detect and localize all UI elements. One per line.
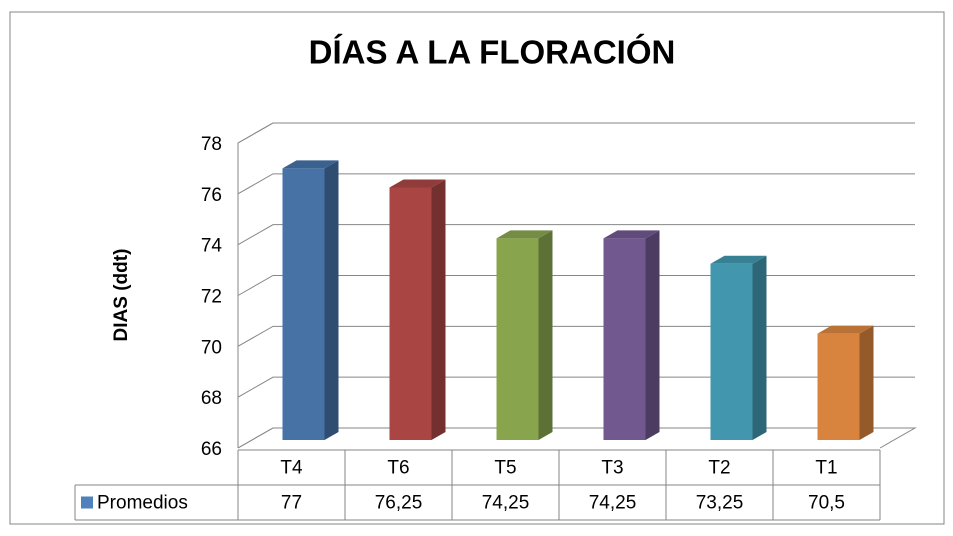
grid-line: [237, 275, 915, 296]
bar-top: [282, 160, 339, 169]
grid-line: [237, 427, 915, 449]
bar-top: [496, 230, 553, 239]
value-label: 76,25: [375, 493, 423, 514]
legend-key: [81, 496, 93, 509]
legend-label: Promedios: [97, 493, 188, 514]
value-label: 74,25: [589, 493, 637, 514]
y-tick-label: 78: [201, 134, 222, 155]
bar: [496, 238, 539, 440]
x-tick-label: T4: [280, 458, 303, 479]
bar: [603, 238, 646, 440]
y-tick-label: 74: [201, 236, 223, 257]
y-tick-label: 72: [201, 287, 222, 308]
value-label: 77: [281, 493, 302, 514]
bar: [817, 333, 860, 440]
chart-title: DÍAS A LA FLORACIÓN: [309, 34, 676, 71]
x-tick-label: T3: [601, 458, 623, 479]
y-tick-label: 66: [201, 439, 222, 460]
bar: [282, 168, 325, 440]
x-tick-label: T6: [387, 458, 409, 479]
grid-line: [237, 122, 915, 144]
y-tick-label: 70: [201, 337, 222, 358]
value-label: 70,5: [808, 493, 845, 514]
y-tick-label: 68: [201, 388, 222, 409]
bar-side: [431, 179, 446, 440]
bar-top: [603, 230, 660, 239]
y-axis-title: DIAS (ddt): [111, 249, 132, 342]
grid-line: [237, 325, 915, 347]
value-label: 74,25: [482, 493, 530, 514]
bar-side: [752, 255, 767, 440]
grid-line: [237, 173, 915, 195]
x-tick-label: T2: [708, 458, 730, 479]
bar-side: [324, 160, 339, 440]
x-tick-label: T1: [815, 458, 837, 479]
grid-line: [237, 376, 915, 398]
bar-top: [389, 179, 446, 188]
bar-top: [710, 255, 767, 264]
bar-side: [538, 230, 553, 440]
grid-line: [237, 224, 915, 246]
bar-top: [817, 325, 874, 334]
value-label: 73,25: [696, 493, 744, 514]
x-tick-label: T5: [494, 458, 516, 479]
bar: [710, 263, 753, 440]
chart-border: [9, 11, 945, 525]
y-tick-label: 76: [201, 185, 222, 206]
bar: [389, 187, 432, 440]
bar-side: [859, 325, 874, 440]
bar-side: [645, 230, 660, 440]
